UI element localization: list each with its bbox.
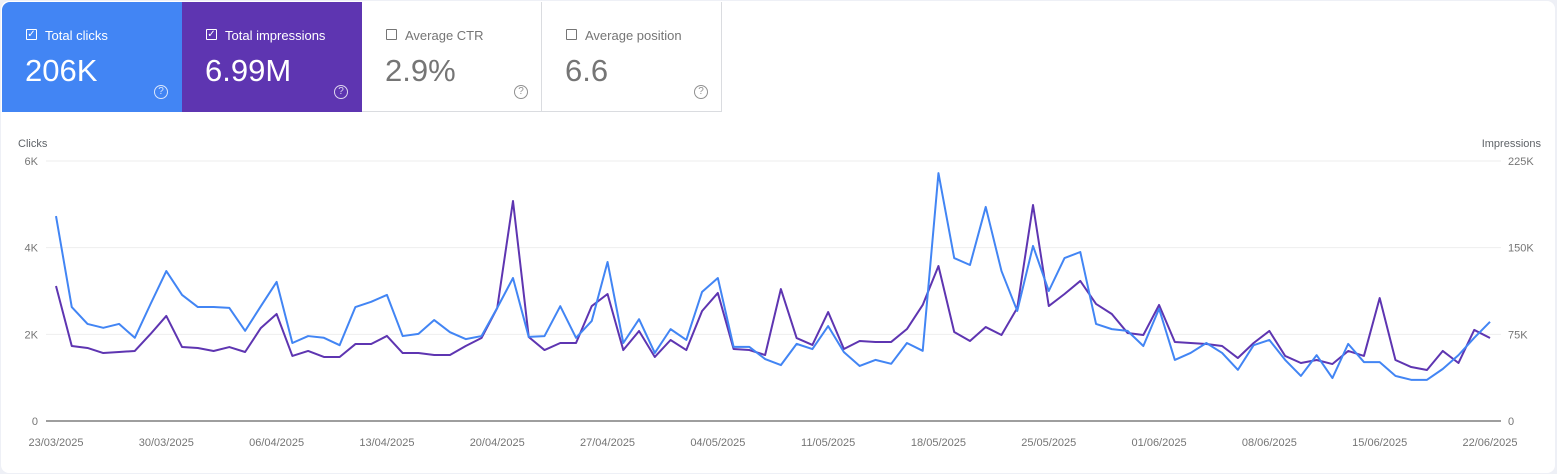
clicks-line	[55, 172, 1491, 381]
metric-value: 2.9%	[385, 53, 456, 88]
metric-value: 206K	[25, 53, 98, 88]
checkbox-icon[interactable]	[566, 29, 577, 40]
metric-card-total-clicks[interactable]: ✓ Total clicks 206K ?	[2, 2, 182, 112]
x-tick-label: 06/04/2025	[249, 437, 304, 449]
checkbox-icon[interactable]	[386, 29, 397, 40]
checkbox-icon[interactable]: ✓	[26, 29, 37, 40]
metric-card-average-position[interactable]: Average position 6.6 ?	[542, 2, 722, 112]
x-tick-label: 18/05/2025	[911, 437, 966, 449]
checkbox-icon[interactable]: ✓	[206, 29, 217, 40]
right-tick-label: 150K	[1508, 243, 1534, 255]
x-tick-label: 01/06/2025	[1132, 437, 1187, 449]
x-tick-label: 23/03/2025	[28, 437, 83, 449]
impressions-line	[55, 199, 1491, 372]
right-axis-label: Impressions	[1482, 138, 1542, 150]
metric-card-total-impressions[interactable]: ✓ Total impressions 6.99M ?	[182, 2, 362, 112]
x-tick-label: 20/04/2025	[470, 437, 525, 449]
left-tick-label: 6K	[25, 156, 39, 168]
x-tick-label: 11/05/2025	[801, 437, 855, 449]
x-tick-label: 08/06/2025	[1242, 437, 1297, 449]
help-circle-icon[interactable]: ?	[154, 85, 168, 99]
left-tick-label: 2K	[25, 329, 39, 341]
metric-value: 6.6	[565, 53, 609, 88]
metric-card-average-ctr[interactable]: Average CTR 2.9% ?	[362, 2, 542, 112]
help-circle-icon[interactable]: ?	[514, 85, 528, 99]
metric-value: 6.99M	[205, 53, 292, 88]
x-tick-label: 22/06/2025	[1462, 437, 1517, 449]
x-tick-label: 13/04/2025	[359, 437, 414, 449]
left-tick-label: 0	[32, 416, 38, 428]
x-tick-label: 25/05/2025	[1021, 437, 1076, 449]
left-tick-label: 4K	[25, 243, 39, 255]
left-axis-label: Clicks	[18, 138, 48, 150]
metric-label: Total impressions	[225, 28, 326, 43]
series-clicks	[55, 172, 1491, 381]
x-tick-label: 27/04/2025	[580, 437, 635, 449]
help-circle-icon[interactable]: ?	[694, 85, 708, 99]
metric-label: Average CTR	[405, 28, 484, 43]
series-impressions	[55, 199, 1491, 372]
x-tick-label: 30/03/2025	[139, 437, 194, 449]
right-tick-label: 75K	[1508, 329, 1528, 341]
right-tick-label: 0	[1508, 416, 1514, 428]
x-tick-label: 04/05/2025	[690, 437, 745, 449]
help-circle-icon[interactable]: ?	[334, 85, 348, 99]
right-tick-label: 225K	[1508, 156, 1534, 168]
metric-label: Average position	[585, 28, 682, 43]
metric-label: Total clicks	[45, 28, 108, 43]
x-tick-label: 15/06/2025	[1352, 437, 1407, 449]
